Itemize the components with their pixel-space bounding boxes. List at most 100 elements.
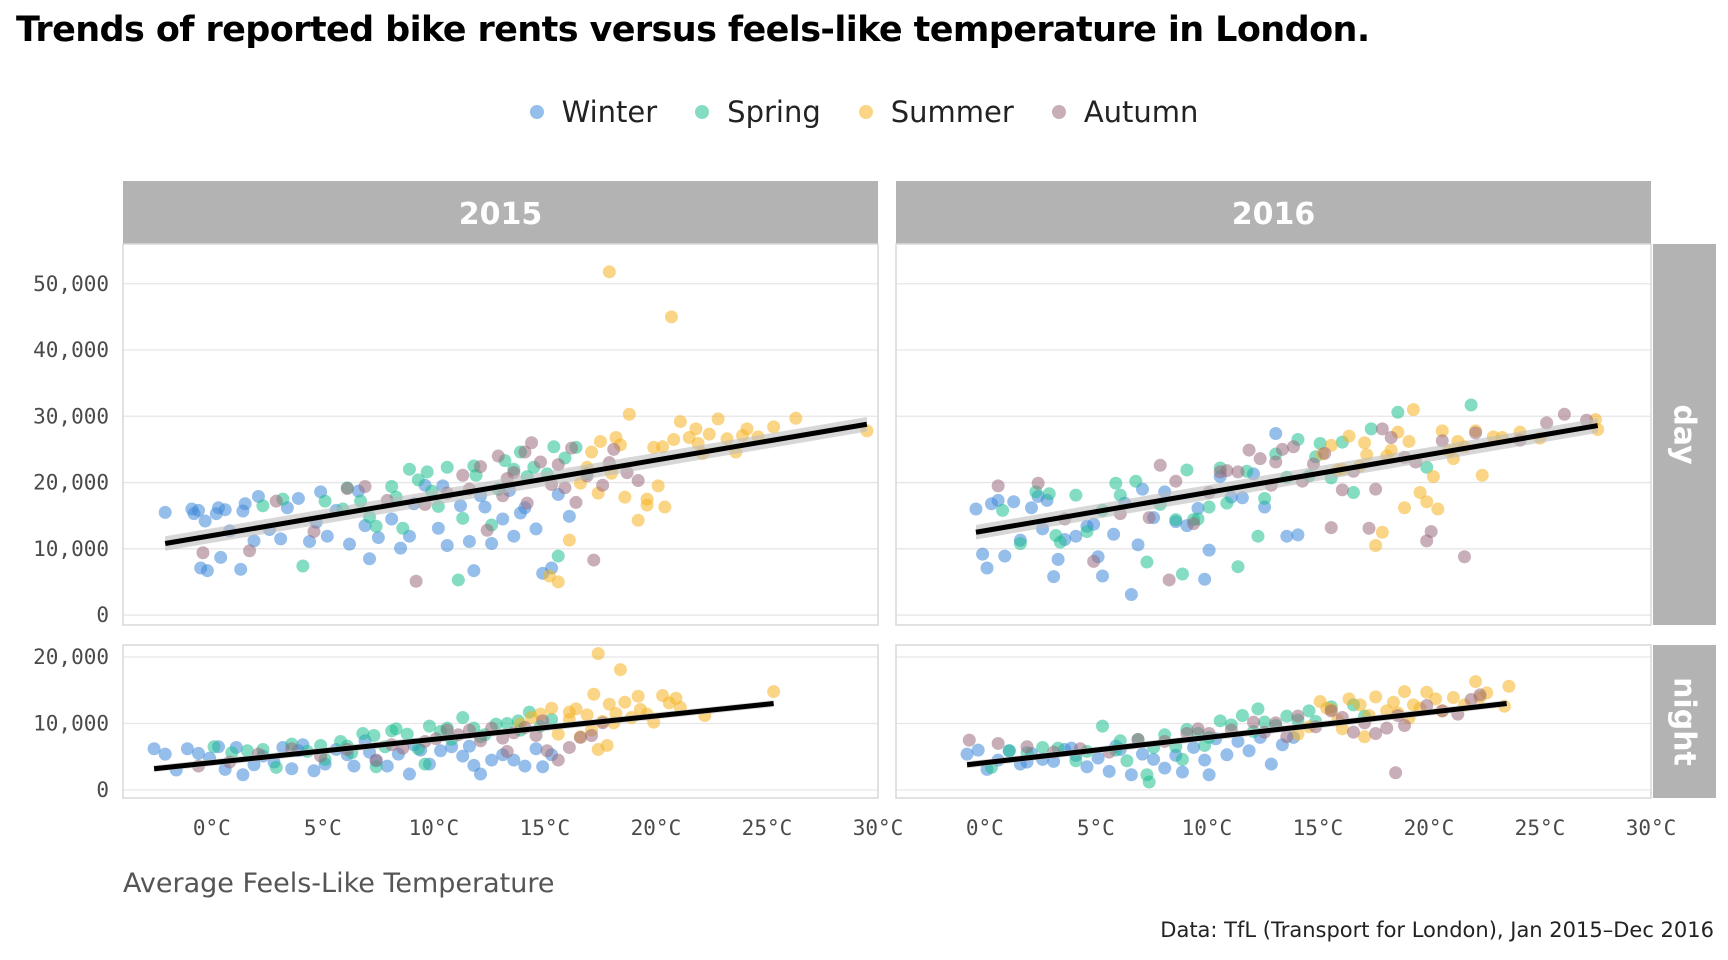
data-point-spring: [1346, 485, 1360, 499]
data-point-spring: [1235, 709, 1249, 723]
data-point-spring: [1391, 405, 1405, 419]
data-point-winter: [1007, 495, 1021, 509]
data-point-summer: [767, 420, 781, 434]
data-point-winter: [1080, 760, 1094, 774]
data-point-winter: [1135, 747, 1149, 761]
data-point-autumn: [474, 460, 488, 474]
data-point-autumn: [631, 474, 645, 488]
legend-label-summer: Summer: [890, 95, 1014, 129]
panel-border-day-2016: [895, 243, 1652, 626]
data-point-winter: [1124, 588, 1138, 602]
data-point-autumn: [1253, 452, 1267, 466]
data-point-summer: [640, 492, 654, 506]
data-point-autumn: [1269, 455, 1283, 469]
data-point-autumn: [1473, 688, 1487, 702]
data-point-autumn: [1280, 730, 1294, 744]
data-point-spring: [418, 757, 432, 771]
chart-title: Trends of reported bike rents versus fee…: [16, 10, 1370, 50]
data-point-spring: [207, 740, 221, 754]
y-tick-label: 0: [96, 778, 109, 802]
data-point-winter: [474, 767, 488, 781]
data-point-autumn: [196, 546, 210, 560]
data-point-winter: [496, 512, 510, 526]
data-point-winter: [192, 746, 205, 760]
legend-item-autumn[interactable]: Autumn: [1051, 95, 1198, 129]
data-point-autumn: [551, 458, 565, 472]
data-point-summer: [1431, 502, 1445, 516]
legend-item-summer[interactable]: Summer: [858, 95, 1014, 129]
strip-side-day: [1653, 244, 1716, 625]
x-tick-label: 5°C: [304, 816, 342, 840]
x-tick-label: 25°C: [742, 816, 793, 840]
x-tick-label: 15°C: [1293, 816, 1344, 840]
data-point-winter: [1231, 734, 1245, 748]
data-point-winter: [1051, 552, 1065, 566]
data-point-winter: [362, 552, 376, 566]
legend-label-winter: Winter: [561, 95, 658, 129]
data-point-summer: [613, 663, 627, 677]
data-point-autumn: [533, 455, 547, 469]
data-point-summer: [618, 695, 632, 709]
data-point-autumn: [518, 445, 532, 459]
data-point-spring: [1364, 422, 1378, 436]
data-point-spring: [1302, 704, 1316, 718]
data-point-autumn: [1369, 726, 1383, 740]
data-point-autumn: [1318, 446, 1332, 460]
data-point-autumn: [1375, 422, 1389, 436]
data-point-spring: [500, 716, 514, 730]
trend-line-day-2016: [975, 423, 1599, 535]
trend-line-night-2016: [966, 701, 1507, 768]
data-point-summer: [1413, 485, 1427, 499]
data-point-autumn: [358, 480, 372, 494]
data-point-spring: [1258, 715, 1272, 729]
data-point-winter: [1220, 748, 1234, 762]
data-point-autumn: [1420, 699, 1434, 713]
data-point-summer: [600, 738, 614, 752]
data-point-autumn: [1346, 725, 1360, 739]
data-point-spring: [440, 460, 454, 474]
data-point-autumn: [1191, 722, 1205, 736]
data-point-autumn: [1540, 416, 1554, 430]
data-point-autumn: [1162, 573, 1176, 587]
data-point-winter: [214, 550, 228, 564]
panel-border-day-2015: [122, 243, 879, 626]
data-point-winter: [1096, 569, 1110, 583]
data-point-spring: [1129, 474, 1143, 488]
data-point-spring: [411, 473, 425, 487]
data-point-winter: [371, 531, 385, 545]
data-point-autumn: [1275, 442, 1289, 456]
data-point-winter: [485, 536, 499, 550]
data-point-summer: [767, 685, 781, 699]
data-point-winter: [274, 532, 288, 546]
x-tick-label: 10°C: [409, 816, 460, 840]
data-point-summer: [591, 647, 605, 661]
y-tick-label: 20,000: [33, 471, 109, 495]
data-point-spring: [420, 465, 434, 479]
data-point-summer: [551, 727, 565, 741]
data-point-spring: [1213, 714, 1227, 728]
data-point-summer: [633, 703, 647, 717]
data-point-autumn: [525, 436, 539, 450]
data-point-spring: [1313, 436, 1327, 450]
data-point-summer: [1353, 698, 1367, 712]
data-point-autumn: [1424, 525, 1438, 539]
data-point-autumn: [1187, 517, 1201, 531]
data-point-summer: [711, 412, 725, 426]
data-point-spring: [296, 559, 310, 573]
data-point-summer: [593, 434, 607, 448]
legend-item-spring[interactable]: Spring: [695, 95, 821, 129]
data-point-winter: [456, 749, 470, 763]
data-point-winter: [1107, 527, 1121, 541]
data-point-autumn: [607, 442, 621, 456]
data-point-summer: [602, 265, 616, 279]
y-tick-label: 10,000: [33, 537, 109, 561]
data-point-autumn: [409, 574, 423, 588]
legend-item-winter[interactable]: Winter: [529, 95, 658, 129]
data-point-autumn: [562, 740, 576, 754]
data-point-autumn: [536, 714, 550, 728]
strip-label-night: night: [1667, 677, 1702, 766]
data-point-spring: [451, 573, 465, 587]
data-point-winter: [307, 764, 321, 778]
data-point-summer: [631, 513, 645, 527]
